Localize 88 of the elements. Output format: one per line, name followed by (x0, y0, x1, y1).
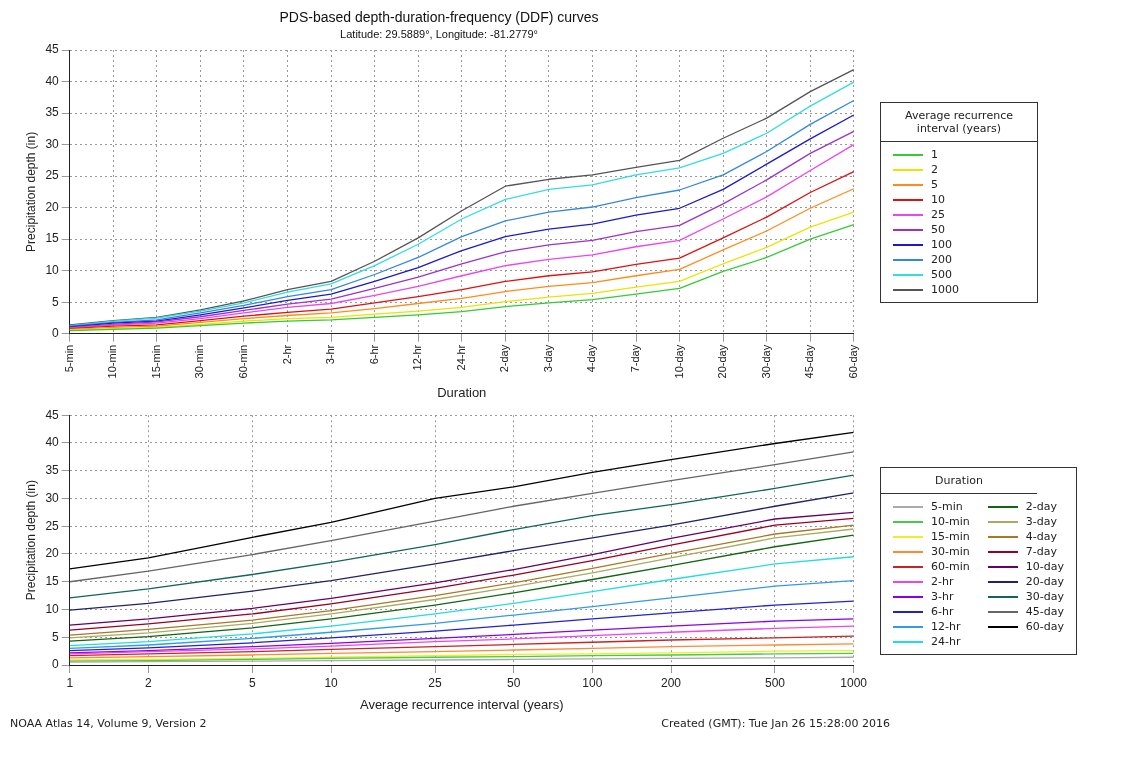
legend-label: 5-min (931, 500, 963, 513)
legend-label: 30-day (1025, 590, 1064, 603)
legend-label: 24-hr (931, 635, 961, 648)
x-tick-label: 15-min (149, 344, 162, 379)
legend-title: Average recurrence interval (years) (881, 103, 1037, 142)
legend-label: 5 (931, 178, 938, 191)
y-tick-label: 40 (45, 435, 60, 450)
legend-label: 10 (931, 193, 945, 206)
legend-label: 100 (931, 238, 952, 251)
x-tick-label: 5 (249, 675, 257, 690)
x-tick-label: 25 (428, 675, 443, 690)
y-tick-label: 45 (45, 407, 60, 422)
x-axis-title: Average recurrence interval (years) (359, 696, 564, 712)
x-tick-label: 24-hr (454, 344, 467, 371)
x-tick-label: 3-hr (324, 344, 337, 365)
y-tick-label: 30 (45, 136, 60, 151)
legend-label: 60-min (931, 560, 970, 573)
legend-label: 30-min (931, 545, 970, 558)
legend-title: Duration (881, 468, 1037, 494)
y-axis-title: Precipitation depth (in) (23, 480, 38, 601)
x-tick-label: 1000 (840, 675, 868, 690)
x-tick-label: 1 (66, 675, 74, 690)
x-tick-label: 10-min (106, 344, 119, 379)
legend-label: 6-hr (931, 605, 954, 618)
legend-label: 2 (931, 163, 938, 176)
x-tick-label: 4-day (585, 344, 598, 373)
legend-label: 45-day (1025, 605, 1064, 618)
y-tick-label: 40 (45, 73, 60, 88)
y-tick-label: 35 (45, 105, 60, 120)
y-tick-label: 5 (52, 294, 60, 309)
x-tick-label: 30-day (759, 344, 772, 379)
x-tick-label: 6-hr (367, 344, 380, 365)
y-tick-label: 0 (52, 657, 60, 672)
legend-label: 4-day (1025, 530, 1057, 543)
x-tick-label: 60-min (237, 344, 250, 379)
legend-label: 10-min (931, 515, 970, 528)
y-tick-label: 25 (45, 168, 60, 183)
legend-label: 12-hr (931, 620, 961, 633)
text: Created (GMT): Tue Jan 26 15:28:00 2016 (661, 717, 890, 730)
y-tick-label: 20 (45, 199, 60, 214)
legend-label: 500 (931, 268, 952, 281)
legend-label: 200 (931, 253, 952, 266)
y-tick-label: 5 (52, 629, 60, 644)
chart-subtitle: Latitude: 29.5889°, Longitude: -81.2779° (340, 28, 538, 41)
legend-label: 1 (931, 148, 938, 161)
x-tick-label: 50 (507, 675, 521, 690)
text: NOAA Atlas 14, Volume 9, Version 2 (10, 717, 207, 730)
y-tick-label: 25 (45, 518, 60, 533)
legend-label: 10-day (1025, 560, 1064, 573)
y-tick-label: 15 (45, 574, 60, 589)
x-tick-label: 2-hr (280, 344, 293, 365)
y-tick-label: 0 (52, 326, 60, 341)
legend-label: 2-hr (931, 575, 954, 588)
y-tick-label: 45 (45, 42, 60, 57)
chart-title: PDS-based depth-duration-frequency (DDF) curves (279, 9, 599, 26)
x-tick-label: 5-min (62, 344, 75, 373)
x-tick-label: 2-day (498, 344, 511, 373)
x-tick-label: 12-hr (411, 344, 424, 371)
legend-label: 20-day (1025, 575, 1064, 588)
y-tick-label: 15 (45, 231, 60, 246)
y-tick-label: 30 (45, 490, 60, 505)
x-tick-label: 10 (324, 675, 339, 690)
legend-label: 15-min (931, 530, 970, 543)
y-tick-label: 20 (45, 546, 60, 561)
legend-label: 2-day (1025, 500, 1057, 513)
y-tick-label: 10 (45, 601, 60, 616)
legend-label: 7-day (1025, 545, 1057, 558)
y-axis-title: Precipitation depth (in) (23, 131, 38, 252)
x-tick-label: 7-day (629, 344, 642, 373)
x-tick-label: 2 (145, 675, 153, 690)
x-tick-label: 60-day (846, 344, 859, 379)
legend-label: 3-hr (931, 590, 954, 603)
legend-label: 3-day (1025, 515, 1057, 528)
legend-label: 60-day (1025, 620, 1064, 633)
x-tick-label: 3-day (541, 344, 554, 373)
x-tick-label: 30-min (193, 344, 206, 379)
x-tick-label: 45-day (803, 344, 816, 379)
legend-label: 25 (931, 208, 945, 221)
x-tick-label: 10-day (672, 344, 685, 379)
legend-label: 50 (931, 223, 945, 236)
y-tick-label: 10 (45, 263, 60, 278)
x-tick-label: 200 (660, 675, 682, 690)
x-tick-label: 500 (764, 675, 786, 690)
legend-label: 1000 (931, 283, 959, 296)
y-tick-label: 35 (45, 463, 60, 478)
x-axis-title: Duration (437, 384, 487, 400)
x-tick-label: 20-day (716, 344, 729, 379)
x-tick-label: 100 (582, 675, 603, 690)
